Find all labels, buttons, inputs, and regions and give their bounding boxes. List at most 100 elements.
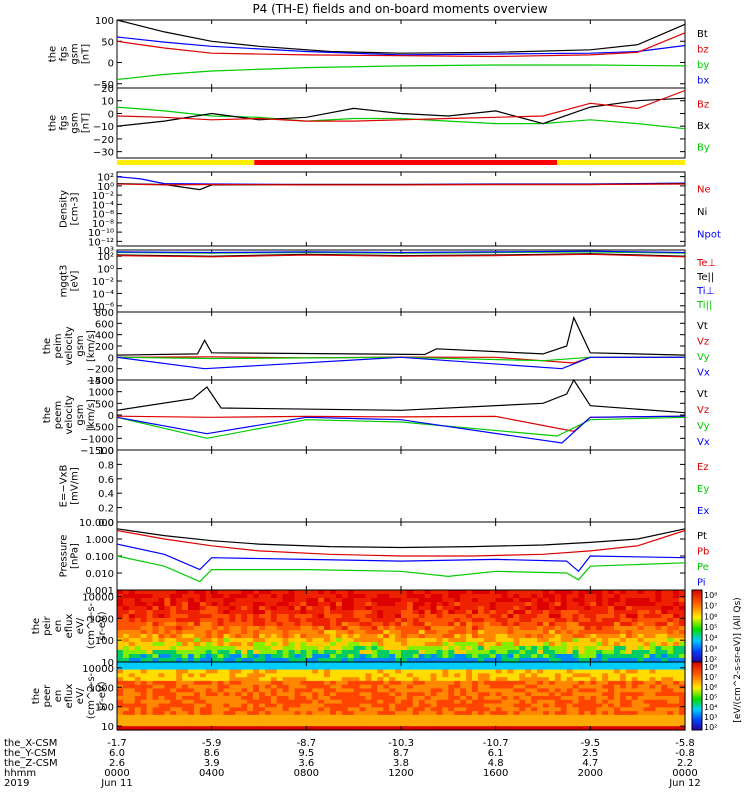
colorbar-tick-label: 10⁵ (704, 693, 717, 702)
spectrogram-cell (401, 711, 408, 716)
spectrogram-cell (548, 626, 556, 631)
spectrogram-cell (608, 598, 615, 603)
spectrogram-cell (140, 630, 148, 635)
spectrogram-cell (211, 726, 219, 731)
spectrogram-cell (193, 680, 201, 686)
spectrogram-cell (276, 650, 284, 655)
spectrogram-cell (537, 610, 544, 615)
spectrogram-cell (288, 654, 296, 659)
spectrogram-cell (477, 614, 485, 619)
spectrogram-cell (525, 614, 532, 619)
spectrogram-cell (217, 722, 225, 727)
spectrogram-cell (566, 646, 574, 651)
spectrogram-cell (472, 680, 479, 686)
spectrogram-cell (359, 703, 367, 708)
y-tick-label: 1500 (89, 376, 114, 387)
spectrogram-cell (365, 673, 373, 678)
spectrogram-cell (330, 684, 337, 690)
spectrogram-cell (288, 680, 296, 686)
spectrogram-cell (270, 606, 278, 611)
spectrogram-cell (395, 726, 402, 731)
spectrogram-cell (188, 722, 195, 727)
spectrogram-cell (335, 722, 343, 727)
spectrogram-cell (152, 692, 160, 697)
spectrogram-cell (353, 634, 361, 639)
spectrogram-cell (140, 650, 148, 655)
spectrogram-cell (631, 638, 639, 643)
spectrogram-cell (442, 642, 449, 647)
spectrogram-cell (466, 646, 473, 651)
spectrogram-cell (477, 707, 485, 712)
spectrogram-cell (264, 673, 272, 678)
spectrogram-cell (631, 677, 639, 682)
spectrogram-cell (543, 726, 550, 731)
spectrogram-cell (365, 618, 373, 623)
spectrogram-cell (424, 718, 432, 724)
spectrogram-cell (193, 646, 201, 651)
spectrogram-cell (661, 642, 668, 647)
spectrogram-cell (608, 718, 615, 724)
spectrogram-cell (513, 610, 520, 615)
spectrogram-cell (288, 677, 296, 682)
time-axis-value: -9.5 (581, 738, 601, 749)
spectrogram-cell (519, 665, 526, 671)
spectrogram-cell (324, 673, 331, 678)
spectrogram-cell (176, 618, 183, 623)
spectrogram-cell (199, 692, 207, 697)
spectrogram-cell (560, 688, 568, 693)
spectrogram-cell (140, 665, 148, 671)
spectrogram-cell (383, 614, 390, 619)
spectrogram-cell (270, 726, 278, 731)
spectrogram-cell (430, 622, 438, 627)
spectrogram-cell (596, 684, 603, 690)
spectrogram-cell (625, 614, 633, 619)
spectrogram-cell (537, 711, 544, 716)
spectrogram-cell (217, 696, 225, 701)
spectrogram-cell (501, 654, 509, 659)
spectrogram-cell (590, 692, 597, 697)
spectrogram-cell (300, 662, 307, 667)
spectrogram-cell (596, 669, 603, 674)
spectrogram-cell (335, 614, 343, 619)
spectrogram-cell (554, 622, 562, 627)
spectrogram-cell (679, 707, 686, 712)
spectrogram-cell (608, 650, 615, 655)
spectrogram-cell (324, 722, 331, 727)
spectrogram-cell (347, 696, 355, 701)
spectrogram-cell (401, 598, 408, 603)
spectrogram-cell (170, 707, 177, 712)
spectrogram-cell (229, 684, 236, 690)
spectrogram-cell (318, 680, 325, 686)
time-axis-value: 3.9 (204, 758, 220, 769)
spectrogram-cell (454, 699, 461, 705)
spectrogram-cell (282, 726, 290, 731)
spectrogram-cell (460, 699, 467, 705)
colorbar-tick-label: 10⁸ (704, 663, 717, 672)
spectrogram-cell (117, 650, 124, 655)
spectrogram-cell (330, 654, 337, 659)
spectrogram-cell (566, 590, 574, 595)
spectrogram-cell (596, 606, 603, 611)
spectrogram-cell (625, 618, 633, 623)
spectrogram-cell (318, 642, 325, 647)
spectrogram-cell (170, 662, 177, 667)
spectrogram-cell (188, 626, 195, 631)
spectrogram-cell (359, 726, 367, 731)
spectrogram-cell (436, 684, 444, 690)
spectrogram-cell (507, 688, 515, 693)
spectrogram-cell (253, 711, 260, 716)
spectrogram-cell (531, 622, 538, 627)
spectrogram-cell (495, 614, 503, 619)
y-axis-label: mgqt3 (59, 265, 70, 298)
spectrogram-cell (359, 696, 367, 701)
spectrogram-cell (679, 714, 686, 720)
spectrogram-cell (596, 711, 603, 716)
spectrogram-cell (466, 602, 473, 607)
spectrogram-cell (531, 673, 538, 678)
spectrogram-cell (602, 711, 609, 716)
spectrogram-cell (211, 590, 219, 595)
spectrogram-cell (537, 669, 544, 674)
spectrogram-cell (312, 594, 319, 599)
spectrogram-cell (625, 714, 633, 720)
spectrogram-cell (353, 630, 361, 635)
